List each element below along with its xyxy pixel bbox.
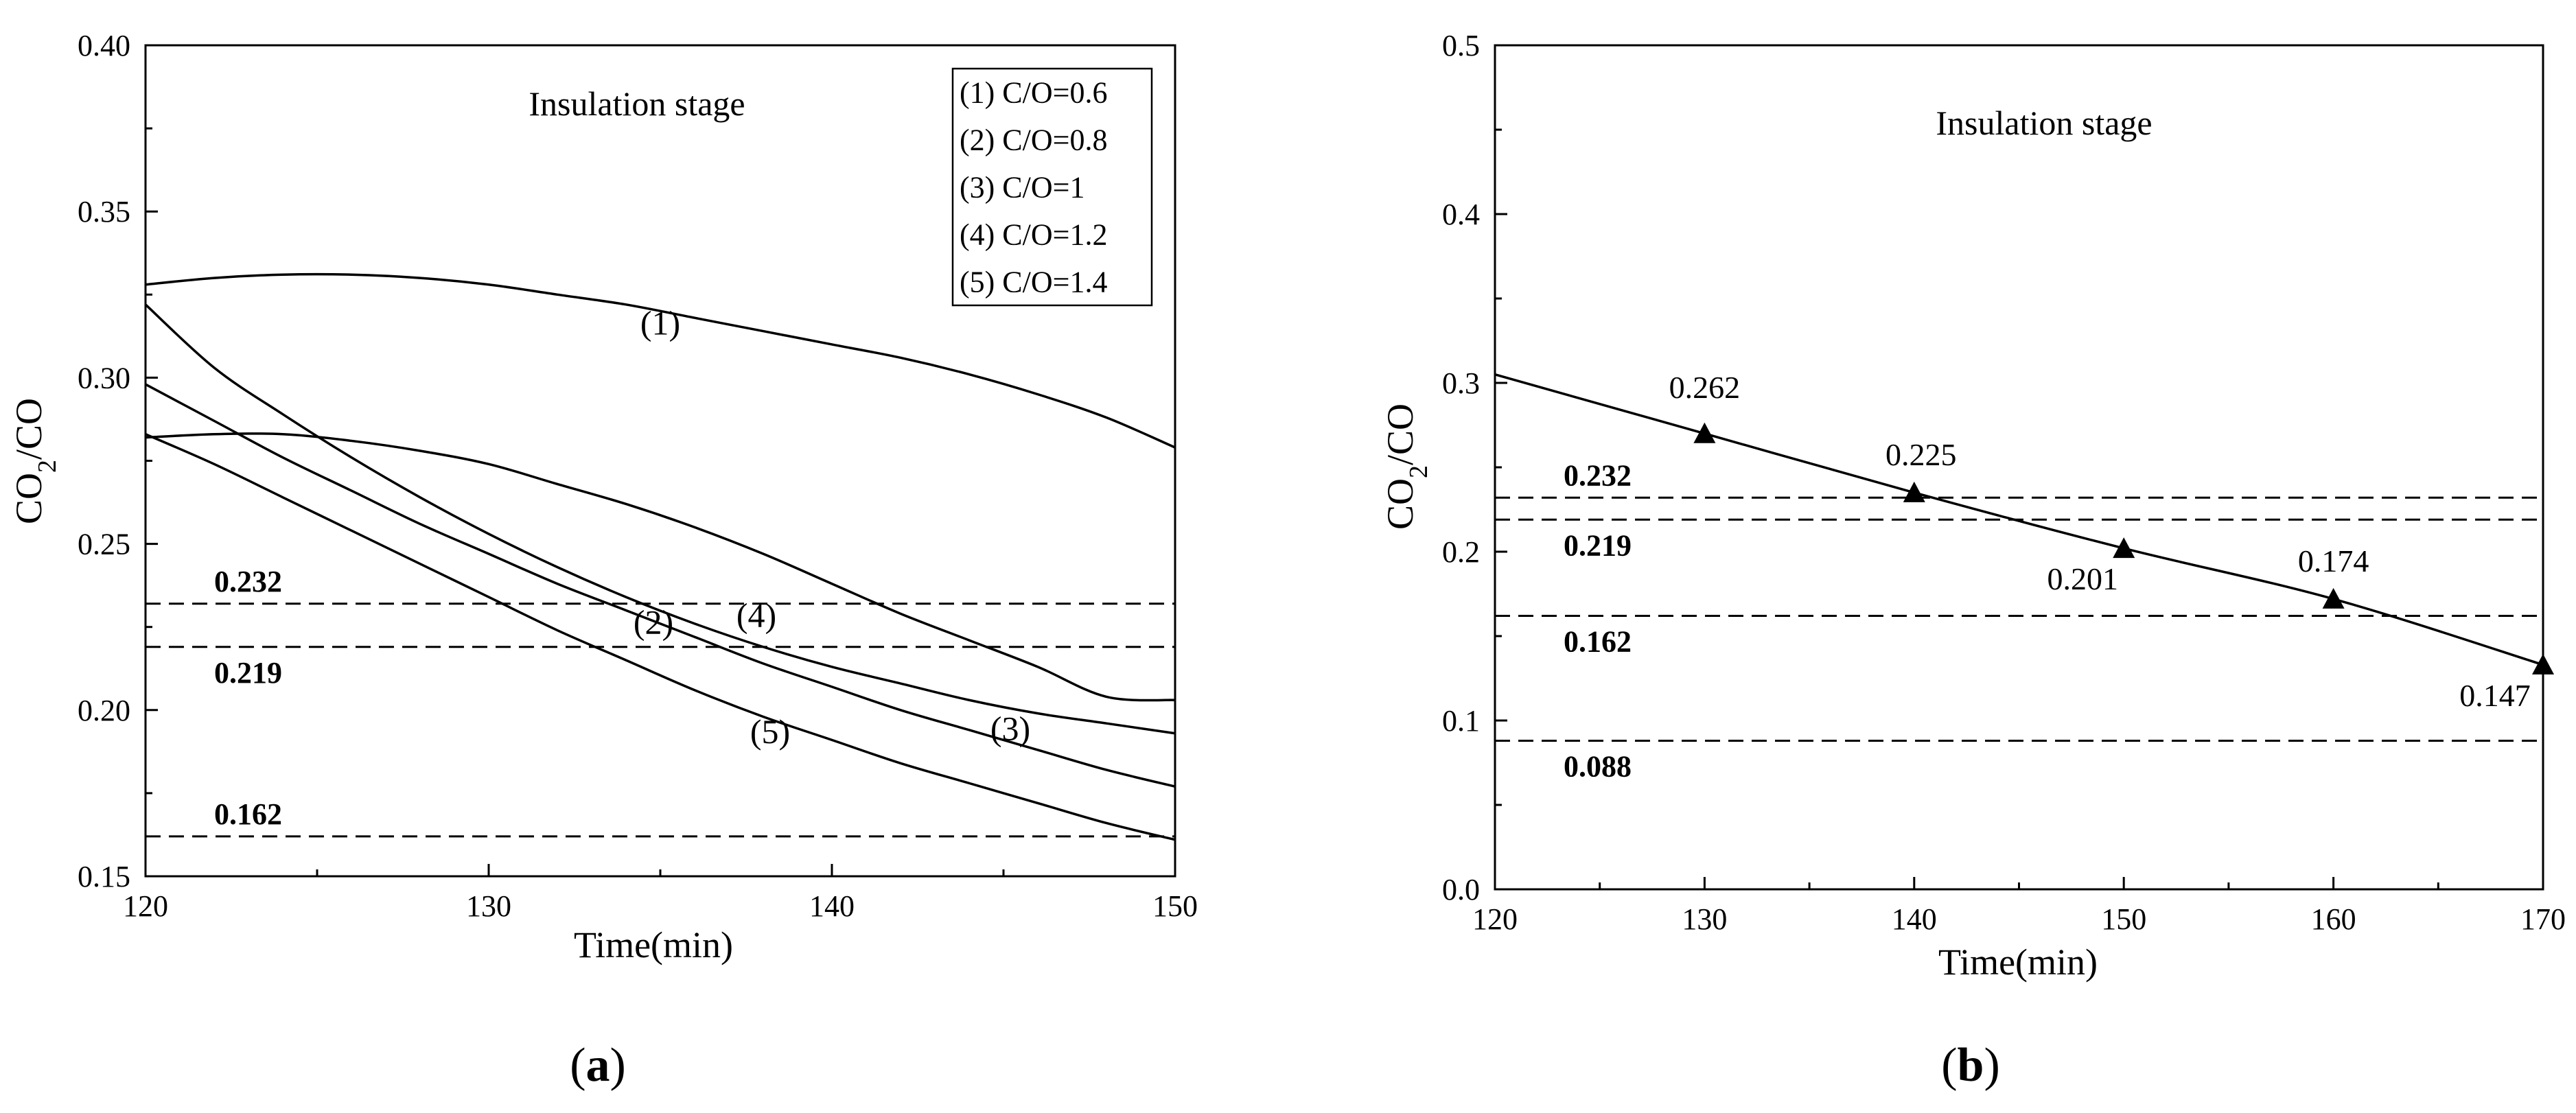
panel-a-label: (a) — [570, 1039, 626, 1092]
data-point-marker — [1903, 481, 1925, 502]
x-tick-label: 170 — [2520, 902, 2566, 936]
data-label-0.262: 0.262 — [1669, 370, 1741, 405]
x-tick-label: 130 — [1682, 902, 1727, 936]
data-label-0.147: 0.147 — [2459, 678, 2531, 713]
x-tick-label: 150 — [1152, 889, 1198, 923]
x-tick-label: 160 — [2311, 902, 2356, 936]
data-point-marker — [2322, 587, 2345, 609]
y-tick-label: 0.30 — [78, 361, 130, 395]
reference-label-0.088: 0.088 — [1564, 750, 1632, 784]
reference-label-0.162: 0.162 — [214, 797, 282, 831]
curve-label-(4): (4) — [736, 596, 776, 635]
legend-entry: (1) C/O=0.6 — [960, 76, 1107, 110]
reference-label-0.232: 0.232 — [214, 565, 282, 598]
series-line-(1) — [145, 272, 1176, 449]
x-tick-label: 140 — [1892, 902, 1937, 936]
curve-label-(5): (5) — [750, 712, 790, 751]
panel-a-ticks: 120 130 140 150 0.15 0.20 0.25 0.30 0.35 0.40 — [78, 29, 1198, 923]
reference-label-0.232: 0.232 — [1564, 458, 1632, 492]
reference-label-0.162: 0.162 — [1564, 624, 1632, 658]
panel-b-y-axis-title: CO2/CO — [1380, 403, 1433, 530]
legend-box — [951, 67, 1153, 307]
y-tick-label: 0.5 — [1442, 29, 1480, 62]
y-tick-label: 0.0 — [1442, 873, 1480, 906]
y-tick-label: 0.25 — [78, 528, 130, 561]
series-line-(2) — [145, 432, 1176, 702]
panel-b-ticks: 120 130 140 150 160 170 0.0 0.1 0.2 0.3 0.4 0.5 — [1442, 29, 2566, 936]
reference-label-0.219: 0.219 — [1564, 528, 1632, 562]
series-line-(5) — [145, 433, 1176, 841]
y-tick-label: 0.1 — [1442, 704, 1480, 738]
panel-b-plot-frame — [1494, 44, 2544, 891]
y-tick-label: 0.35 — [78, 195, 130, 229]
x-tick-label: 150 — [2101, 902, 2146, 936]
panel-a-x-axis-title: Time(min) — [574, 924, 733, 965]
y-tick-label: 0.15 — [78, 860, 130, 893]
series-line-(4) — [144, 303, 1176, 735]
panel-b-annotation: Insulation stage — [1936, 104, 2152, 142]
data-label-0.225: 0.225 — [1885, 437, 1957, 472]
y-tick-label: 0.20 — [78, 694, 130, 727]
panel-b-x-axis-title: Time(min) — [1938, 941, 2098, 983]
panel-a-legend: (1) C/O=0.6 (2) C/O=0.8 (3) C/O=1 (4) C/O=1… — [951, 67, 1153, 307]
legend-entry: (4) C/O=1.2 — [960, 218, 1107, 252]
x-tick-label: 130 — [466, 889, 511, 923]
panel-b-label: (b) — [1941, 1039, 2000, 1092]
y-tick-label: 0.4 — [1442, 198, 1480, 231]
y-tick-label: 0.3 — [1442, 366, 1480, 400]
panel-a-annotation: Insulation stage — [529, 84, 745, 123]
x-tick-label: 120 — [123, 889, 168, 923]
reference-label-0.219: 0.219 — [214, 656, 282, 690]
chart-panel-b: 0.232 0.219 0.162 0.088 0.262 0.225 0.201 0.174… — [1380, 29, 2566, 1092]
data-label-0.174: 0.174 — [2298, 543, 2369, 578]
legend-entry: (3) C/O=1 — [960, 171, 1084, 204]
panel-a-y-axis-title: CO2/CO — [8, 398, 62, 524]
y-tick-label: 0.40 — [78, 29, 130, 62]
data-point-marker — [1693, 422, 1716, 443]
legend-entry: (5) C/O=1.4 — [960, 266, 1107, 299]
panel-b-marks: 0.232 0.219 0.162 0.088 0.262 0.225 0.201 0.174… — [1494, 370, 2554, 784]
data-label-0.201: 0.201 — [2047, 561, 2118, 596]
curve-label-(3): (3) — [990, 709, 1030, 747]
x-tick-label: 140 — [809, 889, 855, 923]
data-point-marker — [2113, 537, 2135, 559]
curve-label-(1): (1) — [640, 303, 680, 342]
series-line-b0 — [1494, 373, 2544, 666]
y-tick-label: 0.2 — [1442, 535, 1480, 569]
x-tick-label: 120 — [1472, 902, 1518, 936]
legend-entry: (2) C/O=0.8 — [960, 124, 1107, 157]
series-line-(3) — [145, 383, 1176, 788]
